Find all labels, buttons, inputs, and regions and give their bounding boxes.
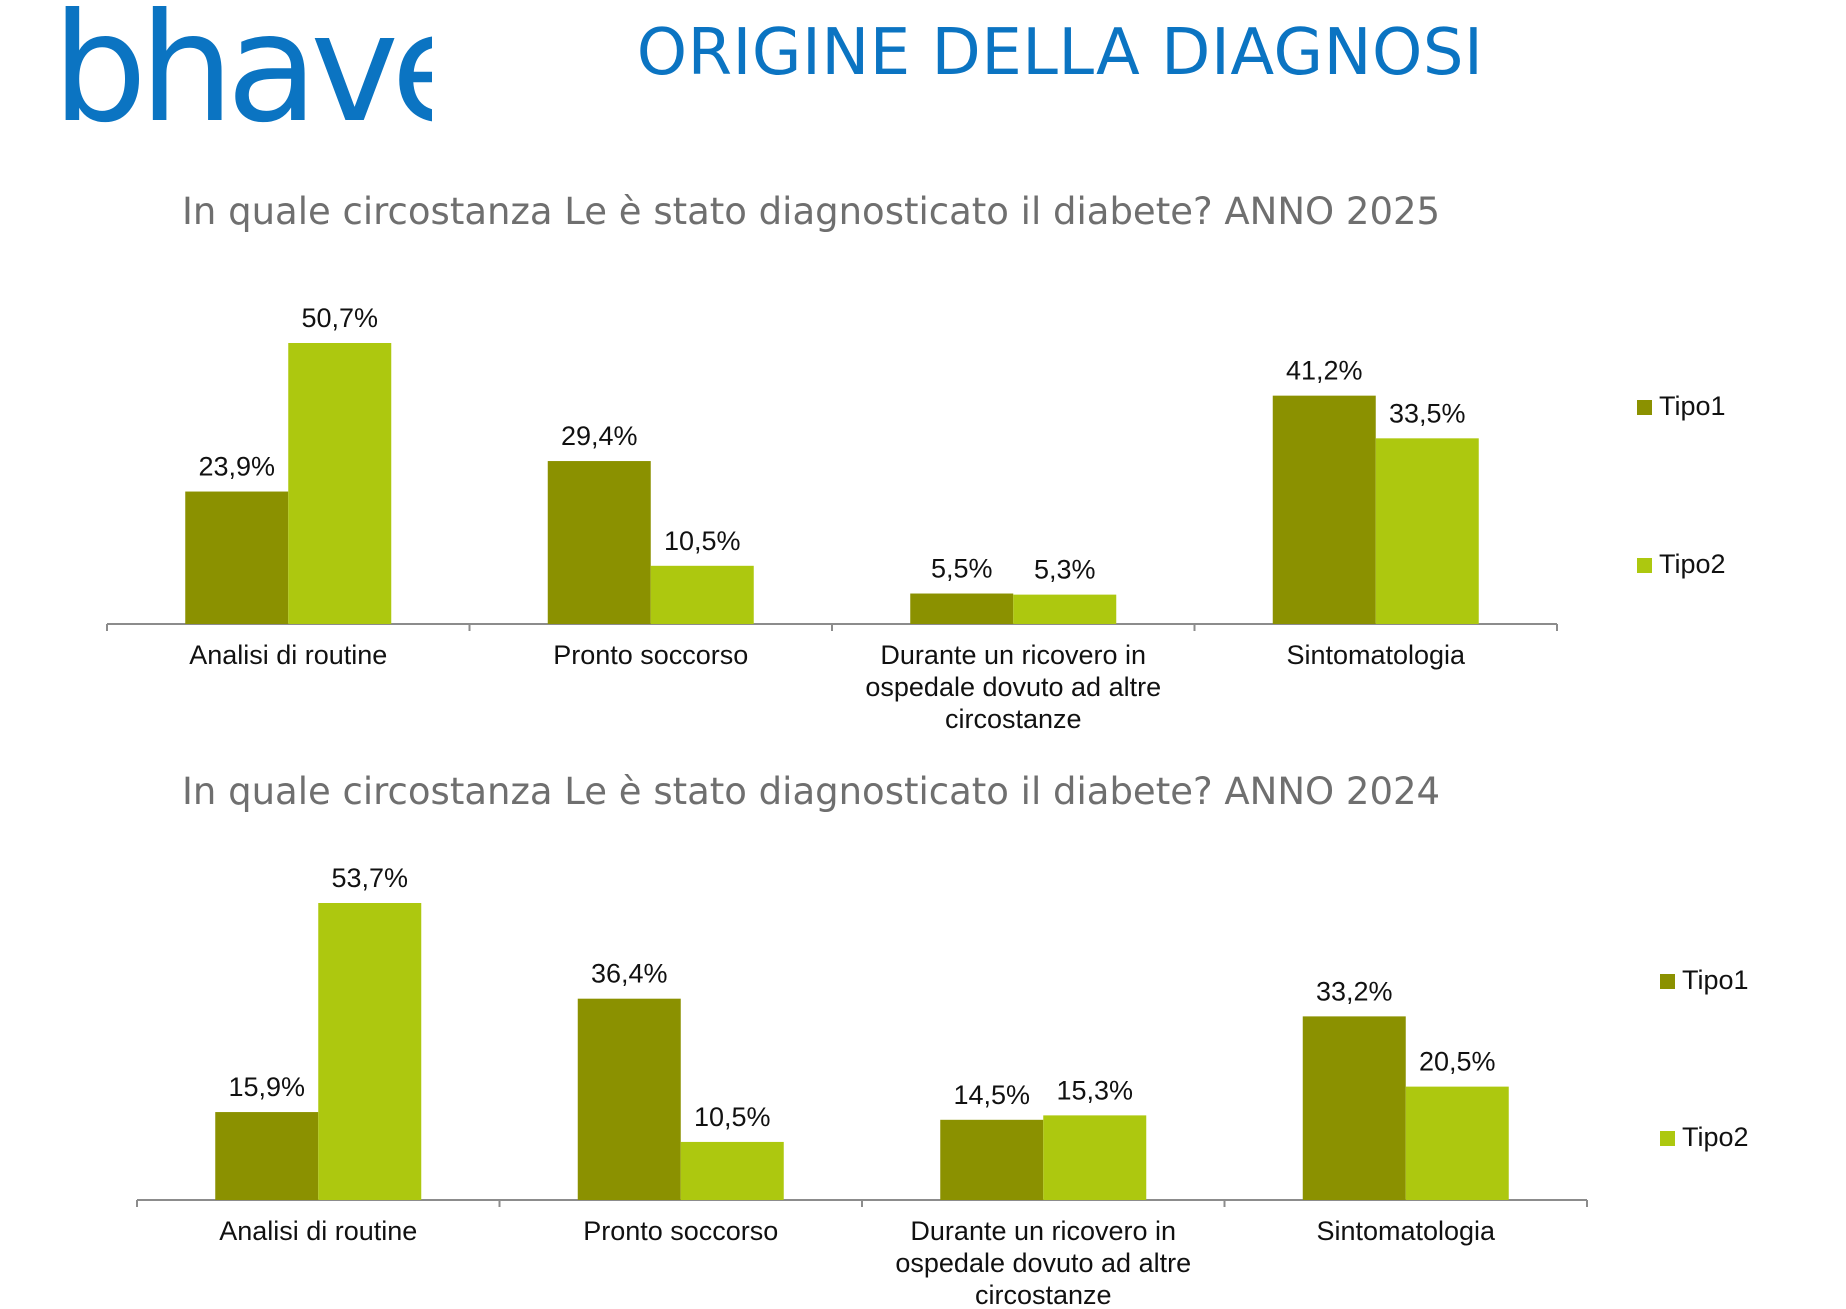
category-label: Analisi di routine (189, 640, 387, 670)
category-label: Sintomatologia (1286, 640, 1466, 670)
legend-label: Tipo1 (1659, 391, 1726, 421)
legend-swatch-tipo2 (1660, 1131, 1675, 1146)
chart-2024-title: In quale circostanza Le è stato diagnost… (182, 770, 1441, 813)
data-label: 10,5% (664, 526, 741, 556)
bar-tipo2 (650, 565, 754, 624)
bhave-logo-wordmark: bhave (52, 4, 432, 134)
category-label: Pronto soccorso (553, 640, 748, 670)
chart-2025: 23,9% 50,7% Analisi di routine 29,4% 10,5% Pr… (106, 303, 1726, 734)
bar-tipo1 (910, 593, 1014, 624)
legend-swatch-tipo1 (1660, 974, 1675, 989)
bar-tipo2 (1043, 1115, 1147, 1200)
bar-tipo1 (577, 998, 681, 1200)
bar-tipo1 (547, 461, 651, 624)
data-label: 14,5% (953, 1080, 1030, 1110)
bar-tipo2 (318, 903, 422, 1200)
bar-tipo1 (1302, 1016, 1406, 1200)
data-label: 20,5% (1419, 1047, 1496, 1077)
chart-2025-title: In quale circostanza Le è stato diagnost… (182, 190, 1441, 233)
bar-tipo2 (680, 1141, 784, 1200)
bar-tipo2 (288, 343, 392, 624)
legend-label: Tipo2 (1682, 1122, 1749, 1152)
legend-label: Tipo1 (1682, 965, 1749, 995)
page-title: ORIGINE DELLA DIAGNOSI (636, 16, 1484, 90)
category-label: ospedale dovuto ad altre (865, 672, 1161, 702)
legend-swatch-tipo1 (1637, 400, 1652, 415)
legend-label: Tipo2 (1659, 549, 1726, 579)
bar-tipo1 (215, 1112, 319, 1200)
data-label: 50,7% (301, 303, 378, 333)
category-label: Analisi di routine (219, 1216, 417, 1246)
category-label: ospedale dovuto ad altre (895, 1248, 1191, 1278)
bar-tipo1 (940, 1119, 1044, 1200)
data-label: 5,3% (1034, 555, 1096, 585)
bhave-logo-mark: bhave (52, 0, 484, 156)
data-label: 23,9% (198, 452, 275, 482)
bar-tipo2 (1405, 1086, 1509, 1200)
data-label: 15,9% (228, 1072, 305, 1102)
data-label: 5,5% (931, 554, 993, 584)
bar-tipo1 (185, 491, 289, 624)
bar-tipo1 (1272, 395, 1376, 624)
category-label: circostanze (945, 704, 1082, 734)
data-label: 10,5% (694, 1102, 771, 1132)
data-label: 36,4% (591, 959, 668, 989)
data-label: 53,7% (331, 863, 408, 893)
data-label: 29,4% (561, 421, 638, 451)
data-label: 41,2% (1286, 356, 1363, 386)
data-label: 33,5% (1389, 398, 1466, 428)
category-label: Durante un ricovero in (910, 1216, 1176, 1246)
bar-tipo2 (1375, 438, 1479, 624)
data-label: 33,2% (1316, 976, 1393, 1006)
legend-swatch-tipo2 (1637, 558, 1652, 573)
category-label: Durante un ricovero in (880, 640, 1146, 670)
data-label: 15,3% (1056, 1075, 1133, 1105)
category-label: Sintomatologia (1316, 1216, 1496, 1246)
bhave-logo: bhave (52, 0, 484, 156)
category-label: Pronto soccorso (583, 1216, 778, 1246)
bar-tipo2 (1013, 594, 1117, 624)
chart-2024: 15,9% 53,7% Analisi di routine 36,4% 10,5% Pr… (136, 863, 1749, 1309)
category-label: circostanze (975, 1280, 1112, 1309)
